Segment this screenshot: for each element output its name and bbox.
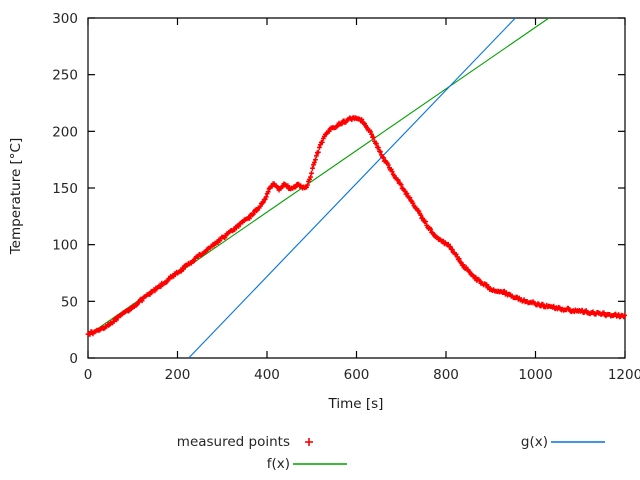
series-line-g	[188, 17, 516, 359]
legend-label-measured-points: measured points	[177, 434, 290, 450]
x-axis-title: Time [s]	[328, 396, 384, 412]
legend-swatch-measured-points	[305, 438, 313, 446]
legend-label-g: g(x)	[521, 434, 548, 450]
legend-label-f: f(x)	[267, 456, 290, 472]
series-points-measured	[85, 115, 627, 337]
x-tick-labels: 0 200 400 600 800 1000 1200	[84, 367, 640, 383]
x-tick-label: 1000	[518, 367, 552, 383]
y-tick-labels: 0 50 100 150 200 250 300	[52, 11, 78, 367]
y-tick-label: 0	[69, 351, 78, 367]
y-tick-label: 150	[52, 181, 78, 197]
y-tick-label: 300	[52, 11, 78, 27]
x-tick-label: 1200	[608, 367, 640, 383]
x-tick-label: 200	[165, 367, 191, 383]
plot-frame	[87, 17, 626, 359]
y-tick-label: 50	[61, 294, 78, 310]
x-tick-label: 400	[254, 367, 280, 383]
y-tick-label: 200	[52, 124, 78, 140]
y-axis-title: Temperature [°C]	[8, 138, 24, 256]
x-tick-label: 800	[433, 367, 459, 383]
x-tick-label: 0	[84, 367, 93, 383]
measured-point-markers	[85, 115, 627, 337]
y-tick-label: 100	[52, 238, 78, 254]
x-tick-label: 600	[344, 367, 370, 383]
y-tick-label: 250	[52, 68, 78, 84]
legend: measured points f(x) g(x)	[177, 434, 605, 472]
